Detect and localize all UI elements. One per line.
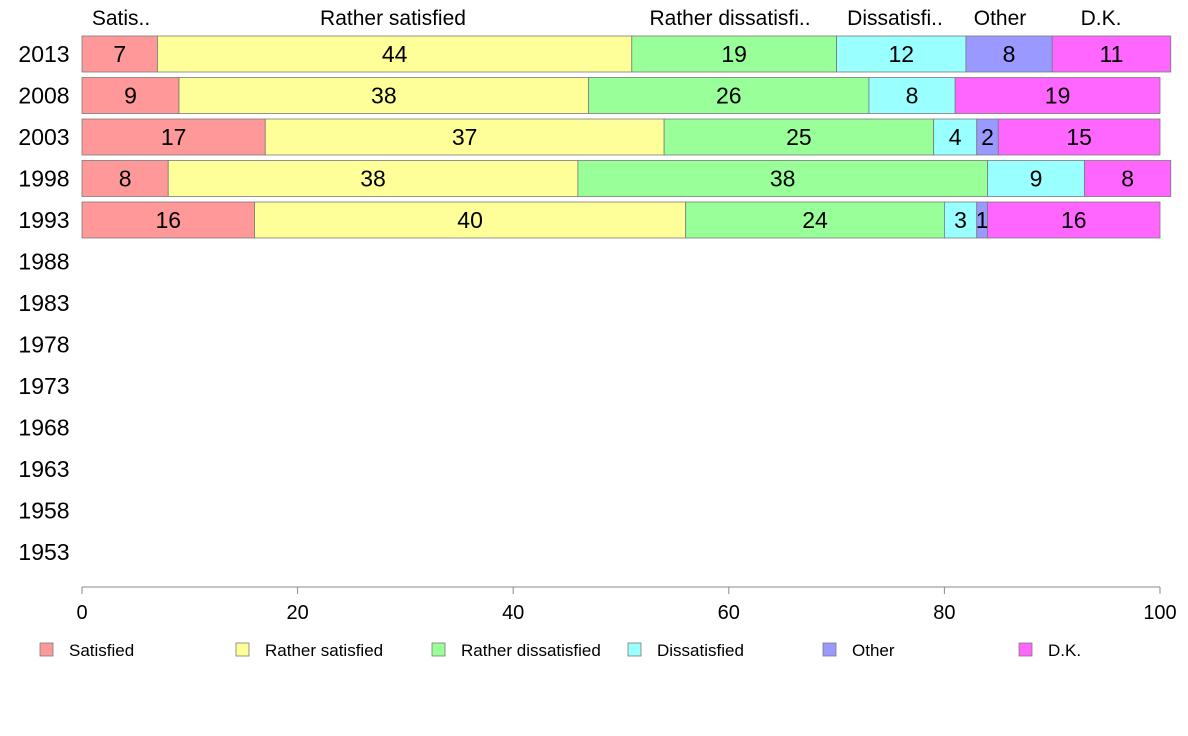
bar-1993-dissatisfied bbox=[944, 201, 978, 239]
legend-swatch-rather-satisfied bbox=[235, 642, 250, 657]
column-header-4: Dissatisfi.. bbox=[847, 7, 943, 30]
legend-label-rather-satisfied: Rather satisfied bbox=[265, 641, 383, 660]
x-tick-label-60: 60 bbox=[718, 602, 740, 624]
column-header-6: D.K. bbox=[1081, 7, 1122, 30]
data-label-1998-dissatisfied: 9 bbox=[1030, 166, 1043, 192]
legend-swatch-d-k bbox=[1018, 642, 1033, 657]
data-label-1998-satisfied: 8 bbox=[119, 166, 132, 192]
bar-2008-satisfied bbox=[81, 77, 180, 114]
data-label-1993-other: 1 bbox=[976, 207, 989, 233]
data-label-2013-rather-satisfied: 44 bbox=[382, 41, 408, 67]
bars: 7 44 19 12 8 11 9 38 26 8 19 17 37 25 4 2 15 8 38 38 9 8 16 40 2… bbox=[81, 35, 1172, 239]
bar-1993-rather-dissatisfied bbox=[685, 201, 945, 239]
x-tick-label-40: 40 bbox=[502, 602, 524, 624]
y-label-1973: 1973 bbox=[18, 373, 69, 399]
data-label-2003-rather-dissatisfied: 25 bbox=[786, 124, 812, 150]
bar-1998-rather-satisfied bbox=[167, 160, 579, 197]
data-label-2013-d-k: 11 bbox=[1100, 41, 1124, 67]
y-label-2003: 2003 bbox=[18, 124, 69, 150]
bar-2008-dissatisfied bbox=[868, 77, 956, 114]
bar-2013-dissatisfied bbox=[836, 35, 967, 73]
data-label-1993-satisfied: 16 bbox=[155, 207, 181, 233]
y-label-1963: 1963 bbox=[18, 456, 69, 482]
data-label-2008-d-k: 19 bbox=[1045, 83, 1071, 109]
y-label-2013: 2013 bbox=[18, 41, 69, 67]
y-label-1978: 1978 bbox=[18, 332, 69, 358]
y-label-1998: 1998 bbox=[18, 166, 69, 192]
bar-2013-other bbox=[965, 35, 1053, 73]
legend-swatch-satisfied bbox=[39, 642, 54, 657]
data-label-2003-other: 2 bbox=[981, 124, 994, 150]
legend-label-rather-dissatisfied: Rather dissatisfied bbox=[461, 641, 601, 660]
bar-2013-rather-satisfied bbox=[157, 35, 633, 73]
column-header-1: Satis.. bbox=[92, 7, 150, 30]
data-label-2003-rather-satisfied: 37 bbox=[452, 124, 478, 150]
legend-swatch-other bbox=[822, 642, 837, 657]
column-header-3: Rather dissatisfi.. bbox=[649, 7, 810, 30]
bar-2008-rather-satisfied bbox=[178, 77, 590, 114]
x-tick-label-0: 0 bbox=[76, 602, 87, 624]
column-headers: Satis.. Rather satisfied Rather dissatisfi… bbox=[92, 7, 1122, 30]
legend-swatch-rather-dissatisfied bbox=[431, 642, 446, 657]
x-axis: 0 20 40 60 80 100 bbox=[76, 586, 1177, 624]
y-label-1958: 1958 bbox=[18, 498, 69, 524]
y-label-2008: 2008 bbox=[18, 83, 69, 109]
bar-2003-rather-dissatisfied bbox=[663, 118, 935, 156]
bar-2003-satisfied bbox=[81, 118, 266, 156]
column-header-5: Other bbox=[974, 7, 1027, 30]
data-label-2008-satisfied: 9 bbox=[124, 83, 137, 109]
bar-1993-rather-satisfied bbox=[254, 201, 687, 239]
bar-1998-satisfied bbox=[81, 160, 169, 197]
legend: Satisfied Rather satisfied Rather dissatis… bbox=[39, 641, 1081, 660]
data-label-2008-rather-dissatisfied: 26 bbox=[716, 83, 742, 109]
x-tick-label-80: 80 bbox=[933, 602, 955, 624]
bar-2013-satisfied bbox=[81, 35, 158, 73]
bar-2003-rather-satisfied bbox=[264, 118, 665, 156]
data-label-2013-dissatisfied: 12 bbox=[888, 41, 914, 67]
y-label-1983: 1983 bbox=[18, 290, 69, 316]
data-label-2003-d-k: 15 bbox=[1066, 124, 1092, 150]
legend-label-dissatisfied: Dissatisfied bbox=[657, 641, 744, 660]
y-label-1988: 1988 bbox=[18, 249, 69, 275]
data-label-1993-dissatisfied: 3 bbox=[954, 207, 967, 233]
x-tick-label-100: 100 bbox=[1143, 602, 1176, 624]
bar-2008-d-k bbox=[954, 77, 1161, 114]
legend-swatch-dissatisfied bbox=[627, 642, 642, 657]
bar-2008-rather-dissatisfied bbox=[588, 77, 870, 114]
y-label-1953: 1953 bbox=[18, 539, 69, 565]
bar-2003-d-k bbox=[997, 118, 1161, 156]
bar-1993-satisfied bbox=[81, 201, 255, 239]
data-label-1998-d-k: 8 bbox=[1121, 166, 1134, 192]
data-label-1993-rather-dissatisfied: 24 bbox=[802, 207, 828, 233]
data-label-2013-rather-dissatisfied: 19 bbox=[721, 41, 747, 67]
data-label-2008-dissatisfied: 8 bbox=[906, 83, 919, 109]
bar-2013-d-k bbox=[1051, 35, 1172, 73]
bar-1998-rather-dissatisfied bbox=[577, 160, 988, 197]
data-label-2013-other: 8 bbox=[1003, 41, 1016, 67]
column-header-2: Rather satisfied bbox=[320, 7, 466, 30]
legend-label-d-k: D.K. bbox=[1048, 641, 1081, 660]
data-label-1998-rather-dissatisfied: 38 bbox=[770, 166, 796, 192]
data-label-2013-satisfied: 7 bbox=[113, 41, 126, 67]
bar-1993-d-k bbox=[987, 201, 1161, 239]
data-label-1993-d-k: 16 bbox=[1061, 207, 1087, 233]
legend-label-satisfied: Satisfied bbox=[69, 641, 134, 660]
data-label-1998-rather-satisfied: 38 bbox=[360, 166, 386, 192]
data-label-2003-satisfied: 17 bbox=[161, 124, 187, 150]
y-axis-labels: 2013 2008 2003 1998 1993 1988 1983 1978 1973 1968… bbox=[18, 41, 69, 565]
y-label-1968: 1968 bbox=[18, 415, 69, 441]
y-label-1993: 1993 bbox=[18, 207, 69, 233]
bar-2013-rather-dissatisfied bbox=[631, 35, 838, 73]
bar-1998-d-k bbox=[1084, 160, 1172, 197]
legend-label-other: Other bbox=[852, 641, 895, 660]
x-tick-label-20: 20 bbox=[286, 602, 308, 624]
bar-1998-dissatisfied bbox=[987, 160, 1085, 197]
data-label-2003-dissatisfied: 4 bbox=[949, 124, 962, 150]
data-label-2008-rather-satisfied: 38 bbox=[371, 83, 397, 109]
data-label-1993-rather-satisfied: 40 bbox=[457, 207, 483, 233]
